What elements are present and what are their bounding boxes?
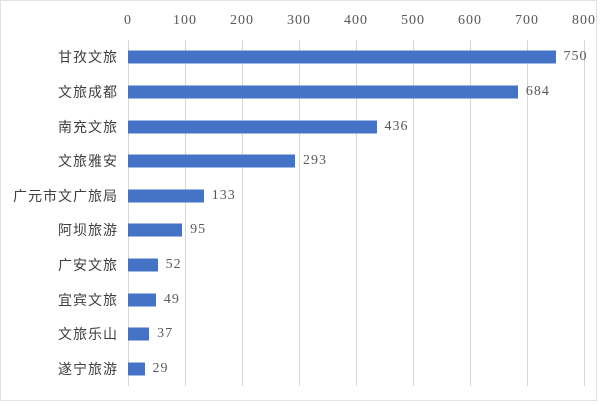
value-label: 37 [157,326,174,342]
bar [128,154,295,168]
category-label: 广元市文广旅局 [13,189,118,205]
gridline [470,40,471,386]
category-label: 遂宁旅游 [58,362,118,378]
gridline [242,40,243,386]
bar [128,50,556,64]
value-label: 95 [190,222,207,238]
category-label: 南充文旅 [58,120,118,136]
category-label: 阿坝旅游 [58,224,118,240]
bar [128,120,377,133]
gridline [356,40,357,386]
category-label: 宜宾文旅 [58,293,118,309]
category-label: 文旅乐山 [58,328,118,344]
bar [128,85,518,99]
value-label: 684 [525,83,550,99]
bar [128,258,158,272]
gridline [128,40,129,386]
x-axis-tick-label: 700 [515,13,539,28]
x-axis-tick-label: 100 [173,13,197,28]
category-label: 文旅成都 [58,85,118,101]
bar [128,293,156,306]
gridline [527,40,528,386]
gridline [299,40,300,386]
bar [128,223,183,237]
x-axis-tick-label: 0 [124,13,132,28]
value-label: 49 [163,291,180,307]
category-label: 文旅雅安 [58,155,118,171]
gridline [185,40,186,386]
x-axis-tick-label: 500 [401,13,425,28]
x-axis-tick-label: 600 [458,13,482,28]
x-axis-tick-label: 800 [572,13,596,28]
bar [128,189,204,203]
plot-area: 0 100 200 300 400 500 600 700 800 甘孜文旅 750 文旅成都 684 南… [13,13,595,386]
value-label: 133 [211,187,236,203]
category-label: 甘孜文旅 [58,51,118,67]
gridline [413,40,414,386]
x-axis-tick-label: 400 [344,13,368,28]
x-axis-tick-label: 300 [287,13,311,28]
value-label: 293 [303,153,327,169]
value-label: 29 [152,360,169,376]
value-label: 436 [384,118,409,134]
gridline [584,40,585,386]
value-label: 52 [165,256,182,272]
category-label: 广安文旅 [58,258,118,274]
x-axis-tick-label: 200 [230,13,254,28]
bar [128,362,145,376]
value-label: 750 [563,49,588,65]
bar [128,327,150,341]
